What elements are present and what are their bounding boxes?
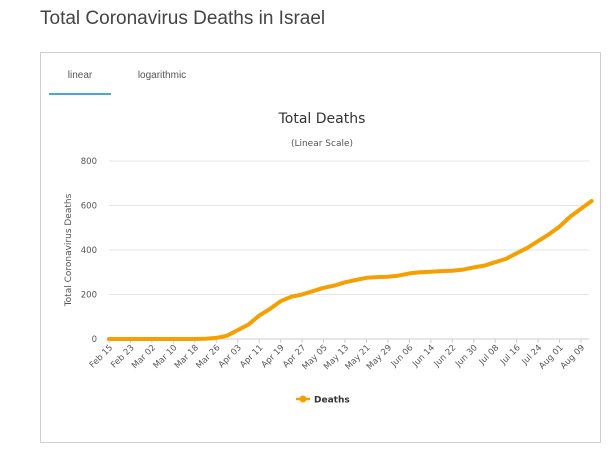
data-point	[461, 268, 465, 272]
data-point	[515, 251, 519, 255]
data-point	[300, 292, 304, 297]
x-tick-label: Jun 30	[453, 343, 480, 370]
data-point	[504, 257, 508, 261]
data-point	[375, 275, 379, 279]
data-point	[268, 307, 272, 311]
chart-title: Total Deaths	[278, 111, 366, 127]
data-point	[579, 207, 583, 211]
x-tick-label: Jul 08	[477, 343, 502, 368]
chart-panel: linear logarithmic Total Deaths (Linear …	[40, 52, 601, 443]
data-point	[214, 336, 218, 340]
data-point	[536, 239, 540, 243]
data-point	[193, 337, 197, 341]
data-point	[429, 270, 433, 274]
x-tick-label: Jun 06	[389, 343, 416, 370]
x-tick-label: Aug 09	[559, 343, 587, 371]
x-tick-label: Apr 11	[238, 343, 265, 370]
data-point	[257, 314, 261, 318]
data-point	[107, 337, 111, 341]
y-tick-label: 800	[81, 157, 97, 167]
y-tick-label: 0	[92, 335, 97, 345]
data-point	[547, 232, 551, 236]
y-axis: 0 200 400 600 800	[81, 157, 97, 345]
data-point	[557, 225, 562, 229]
data-point	[332, 284, 336, 288]
tab-linear[interactable]: linear	[49, 67, 111, 95]
y-tick-label: 400	[81, 246, 97, 256]
data-point	[289, 295, 293, 299]
data-point	[482, 264, 487, 268]
chart: Total Deaths (Linear Scale) Total Corona…	[64, 111, 594, 406]
data-point	[354, 278, 358, 282]
data-point	[321, 286, 326, 290]
legend[interactable]: Deaths	[296, 395, 350, 406]
y-tick-label: 200	[81, 291, 97, 301]
chart-subtitle: (Linear Scale)	[291, 139, 353, 149]
y-axis-label: Total Coronavirus Deaths	[64, 193, 74, 307]
data-point	[397, 274, 401, 278]
data-point	[225, 334, 229, 338]
legend-dot	[299, 395, 307, 403]
data-point	[439, 269, 444, 273]
series-line-deaths	[107, 199, 594, 341]
data-point	[418, 270, 422, 274]
grid	[109, 160, 589, 340]
series-group	[107, 199, 594, 341]
data-point	[246, 322, 251, 327]
x-tick-label: Jun 14	[410, 343, 437, 370]
data-point	[493, 260, 497, 264]
x-tick-label: Apr 19	[260, 343, 287, 370]
data-point	[311, 289, 315, 293]
data-point	[386, 275, 390, 279]
x-tick-label: Jun 22	[432, 343, 459, 370]
data-point	[236, 328, 240, 332]
legend-label-deaths: Deaths	[314, 396, 350, 406]
y-tick-label: 600	[81, 202, 97, 212]
tab-logarithmic[interactable]: logarithmic	[137, 70, 187, 81]
data-point	[472, 265, 476, 269]
data-point	[279, 299, 283, 303]
data-point	[450, 269, 454, 273]
x-tick-label: Apr 03	[217, 343, 244, 370]
data-point	[525, 246, 529, 250]
scale-tabs: linear logarithmic	[49, 67, 589, 95]
page-title: Total Coronavirus Deaths in Israel	[40, 8, 326, 29]
data-point	[343, 280, 347, 284]
data-point	[203, 337, 208, 341]
x-tick-label: Mar 26	[194, 343, 222, 371]
data-point	[364, 276, 369, 280]
data-point	[590, 199, 594, 203]
data-point	[568, 215, 572, 219]
x-tick-label: Jul 16	[498, 343, 523, 368]
data-point	[407, 271, 411, 275]
